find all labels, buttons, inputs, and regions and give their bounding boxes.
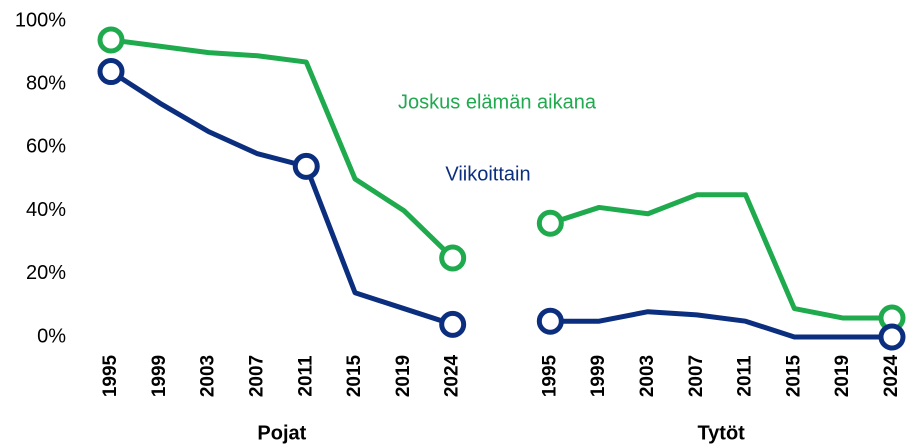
series-line bbox=[109, 69, 892, 340]
x-tick-label: 1999 bbox=[588, 355, 609, 397]
marker bbox=[292, 152, 320, 180]
y-tick-label: 20% bbox=[26, 262, 66, 284]
x-tick-label: 2007 bbox=[686, 355, 707, 397]
x-tick-label: 2011 bbox=[735, 355, 756, 397]
x-tick-label: 1995 bbox=[539, 354, 560, 397]
x-tick-label: 2019 bbox=[393, 355, 414, 397]
marker bbox=[536, 209, 564, 237]
marker bbox=[439, 310, 467, 338]
y-tick-label: 40% bbox=[26, 199, 66, 221]
x-tick-label: 2003 bbox=[637, 355, 658, 397]
series-label: Joskus elämän aikana bbox=[398, 91, 597, 113]
series-label: Viikoittain bbox=[445, 163, 530, 185]
x-tick-label: 2007 bbox=[246, 355, 267, 397]
x-tick-label: 2015 bbox=[783, 354, 804, 397]
x-tick-label: 1999 bbox=[149, 355, 170, 397]
group-label: Tytöt bbox=[697, 422, 745, 444]
marker bbox=[97, 26, 125, 54]
series-line bbox=[110, 37, 892, 321]
x-tick-label: 1995 bbox=[100, 354, 121, 397]
x-tick-label: 2019 bbox=[832, 355, 853, 397]
marker bbox=[97, 58, 125, 86]
y-tick-label: 0% bbox=[37, 325, 66, 347]
y-tick-label: 100% bbox=[15, 9, 66, 31]
x-tick-label: 2024 bbox=[881, 354, 902, 397]
x-tick-label: 2015 bbox=[344, 354, 365, 397]
y-tick-label: 60% bbox=[26, 136, 66, 158]
y-tick-label: 80% bbox=[26, 72, 66, 94]
x-tick-label: 2024 bbox=[442, 354, 463, 397]
marker bbox=[878, 323, 906, 351]
marker bbox=[439, 244, 467, 272]
marker bbox=[536, 307, 564, 335]
x-tick-label: 2011 bbox=[295, 355, 316, 397]
group-label: Pojat bbox=[257, 422, 306, 444]
x-tick-label: 2003 bbox=[198, 355, 219, 397]
